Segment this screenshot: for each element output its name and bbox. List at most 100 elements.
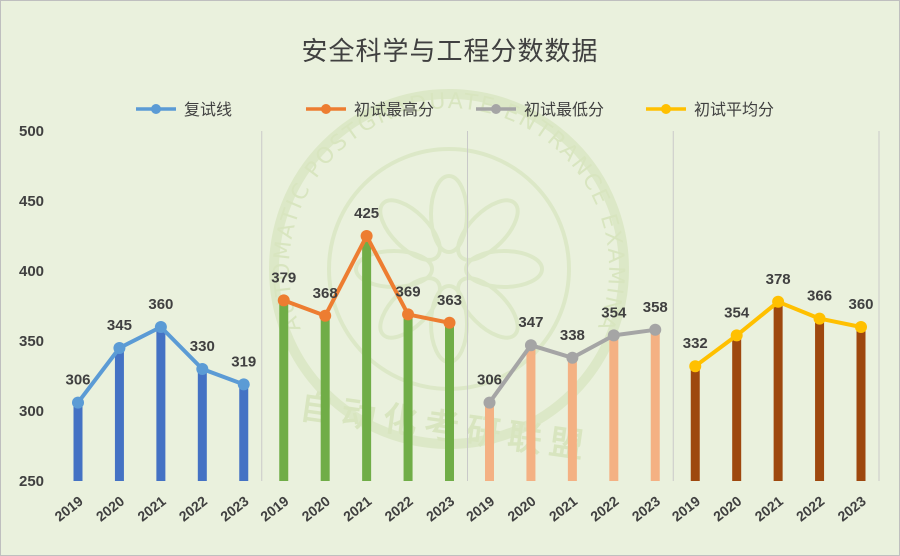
legend-swatch-marker bbox=[491, 104, 501, 114]
x-tick-label: 2019 bbox=[669, 493, 704, 525]
data-label: 347 bbox=[518, 314, 543, 331]
data-label: 425 bbox=[354, 205, 379, 222]
data-point bbox=[566, 351, 579, 364]
x-tick-label: 2021 bbox=[340, 493, 375, 525]
bar bbox=[403, 314, 413, 481]
data-point bbox=[772, 295, 785, 308]
data-label: 319 bbox=[231, 353, 256, 370]
y-tick-label: 250 bbox=[19, 473, 44, 490]
data-point bbox=[402, 308, 415, 321]
y-tick-label: 500 bbox=[19, 123, 44, 140]
data-label: 379 bbox=[271, 269, 296, 286]
data-label: 363 bbox=[437, 292, 462, 309]
x-tick-label: 2021 bbox=[134, 493, 169, 525]
x-tick-label: 2021 bbox=[752, 493, 787, 525]
data-point bbox=[649, 323, 662, 336]
bar bbox=[773, 301, 783, 481]
bar bbox=[485, 402, 494, 481]
chart-title: 安全科学与工程分数数据 bbox=[301, 37, 599, 67]
y-tick-label: 350 bbox=[19, 333, 44, 350]
legend-label: 初试最低分 bbox=[524, 100, 604, 119]
data-point bbox=[277, 294, 290, 307]
x-tick-label: 2020 bbox=[504, 493, 539, 525]
data-label: 378 bbox=[766, 271, 791, 288]
data-point bbox=[72, 396, 84, 409]
bar bbox=[239, 384, 249, 481]
bar bbox=[445, 322, 454, 481]
y-tick-label: 300 bbox=[19, 403, 44, 420]
x-tick-label: 2023 bbox=[834, 493, 869, 525]
data-point bbox=[855, 321, 867, 333]
data-point bbox=[154, 321, 167, 333]
y-tick-label: 400 bbox=[19, 263, 44, 280]
x-tick-label: 2019 bbox=[51, 493, 86, 525]
x-tick-label: 2023 bbox=[217, 493, 252, 525]
x-tick-label: 2019 bbox=[463, 493, 498, 525]
data-point bbox=[113, 342, 126, 354]
data-label: 306 bbox=[65, 372, 90, 389]
legend-swatch-marker bbox=[661, 104, 671, 114]
data-label: 366 bbox=[807, 288, 832, 305]
bar bbox=[197, 369, 207, 481]
data-label: 332 bbox=[683, 335, 708, 352]
bar bbox=[320, 315, 330, 481]
x-tick-label: 2019 bbox=[257, 493, 292, 525]
data-label: 345 bbox=[107, 317, 132, 334]
data-point bbox=[607, 329, 620, 342]
bar bbox=[732, 335, 742, 481]
x-tick-label: 2020 bbox=[299, 493, 334, 525]
data-point bbox=[360, 230, 373, 242]
bar bbox=[856, 327, 866, 481]
data-label: 360 bbox=[148, 296, 173, 313]
legend-label: 复试线 bbox=[184, 100, 232, 119]
data-point bbox=[689, 360, 702, 373]
watermark-leaf bbox=[456, 276, 520, 340]
data-point bbox=[237, 378, 250, 391]
data-point bbox=[483, 396, 496, 409]
data-point bbox=[196, 363, 209, 375]
data-label: 354 bbox=[601, 304, 627, 321]
bar bbox=[73, 402, 83, 481]
legend-label: 初试平均分 bbox=[694, 100, 774, 119]
data-label: 306 bbox=[477, 372, 502, 389]
y-tick-label: 450 bbox=[19, 193, 44, 210]
bar bbox=[114, 348, 124, 481]
data-label: 330 bbox=[190, 338, 215, 355]
bar bbox=[567, 357, 577, 481]
watermark-leaf bbox=[464, 249, 544, 289]
watermark-leaf bbox=[378, 198, 442, 262]
bar bbox=[690, 366, 700, 481]
bar bbox=[815, 318, 825, 481]
x-tick-label: 2020 bbox=[93, 493, 128, 525]
legend-swatch-marker bbox=[151, 104, 161, 114]
x-tick-label: 2023 bbox=[629, 493, 664, 525]
data-point bbox=[443, 316, 456, 329]
data-point bbox=[524, 339, 537, 352]
data-label: 354 bbox=[724, 304, 750, 321]
x-tick-label: 2022 bbox=[793, 493, 828, 525]
legend-swatch-marker bbox=[321, 104, 331, 114]
data-label: 368 bbox=[313, 285, 338, 302]
x-tick-label: 2022 bbox=[587, 493, 622, 525]
data-point bbox=[813, 312, 826, 325]
bar bbox=[279, 300, 289, 481]
data-label: 360 bbox=[848, 296, 873, 313]
x-tick-label: 2020 bbox=[710, 493, 745, 525]
data-label: 338 bbox=[560, 327, 585, 344]
bar bbox=[156, 327, 166, 481]
data-label: 358 bbox=[643, 299, 668, 316]
x-tick-label: 2023 bbox=[423, 493, 458, 525]
x-tick-label: 2021 bbox=[546, 493, 581, 525]
bar bbox=[609, 335, 619, 481]
x-tick-label: 2022 bbox=[176, 493, 211, 525]
bar bbox=[650, 329, 660, 481]
data-point bbox=[730, 329, 743, 342]
x-tick-label: 2022 bbox=[382, 493, 417, 525]
bar bbox=[526, 345, 536, 481]
watermark-leaf bbox=[456, 198, 520, 262]
data-point bbox=[319, 309, 332, 322]
legend-label: 初试最高分 bbox=[354, 100, 434, 119]
bar bbox=[362, 236, 372, 481]
